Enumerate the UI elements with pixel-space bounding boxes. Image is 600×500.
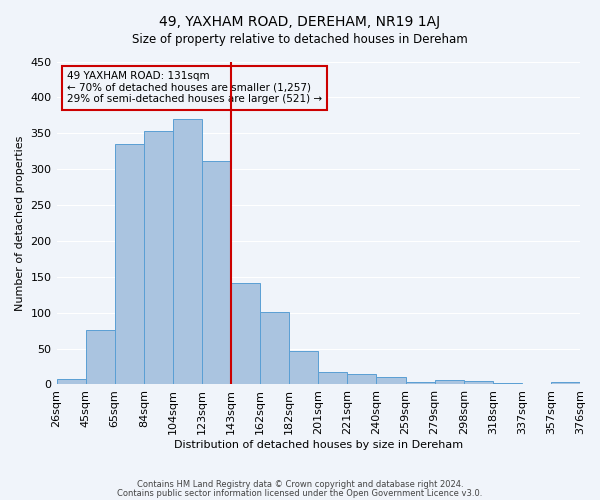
Bar: [202, 160, 231, 384]
Bar: [260, 312, 289, 384]
Bar: [289, 350, 318, 384]
Bar: [56, 380, 86, 384]
Text: Size of property relative to detached houses in Dereham: Size of property relative to detached ho…: [132, 32, 468, 46]
Bar: [464, 381, 493, 384]
Bar: [318, 372, 347, 384]
Bar: [86, 330, 115, 384]
Bar: [376, 376, 406, 384]
Bar: [347, 374, 376, 384]
Bar: [493, 383, 522, 384]
Bar: [173, 119, 202, 384]
Text: 49, YAXHAM ROAD, DEREHAM, NR19 1AJ: 49, YAXHAM ROAD, DEREHAM, NR19 1AJ: [160, 15, 440, 29]
Bar: [144, 131, 173, 384]
Bar: [231, 282, 260, 384]
Text: 49 YAXHAM ROAD: 131sqm
← 70% of detached houses are smaller (1,257)
29% of semi-: 49 YAXHAM ROAD: 131sqm ← 70% of detached…: [67, 71, 322, 104]
Bar: [115, 144, 144, 384]
X-axis label: Distribution of detached houses by size in Dereham: Distribution of detached houses by size …: [174, 440, 463, 450]
Bar: [434, 380, 464, 384]
Text: Contains public sector information licensed under the Open Government Licence v3: Contains public sector information licen…: [118, 489, 482, 498]
Bar: [551, 382, 580, 384]
Text: Contains HM Land Registry data © Crown copyright and database right 2024.: Contains HM Land Registry data © Crown c…: [137, 480, 463, 489]
Y-axis label: Number of detached properties: Number of detached properties: [15, 136, 25, 310]
Bar: [406, 382, 434, 384]
